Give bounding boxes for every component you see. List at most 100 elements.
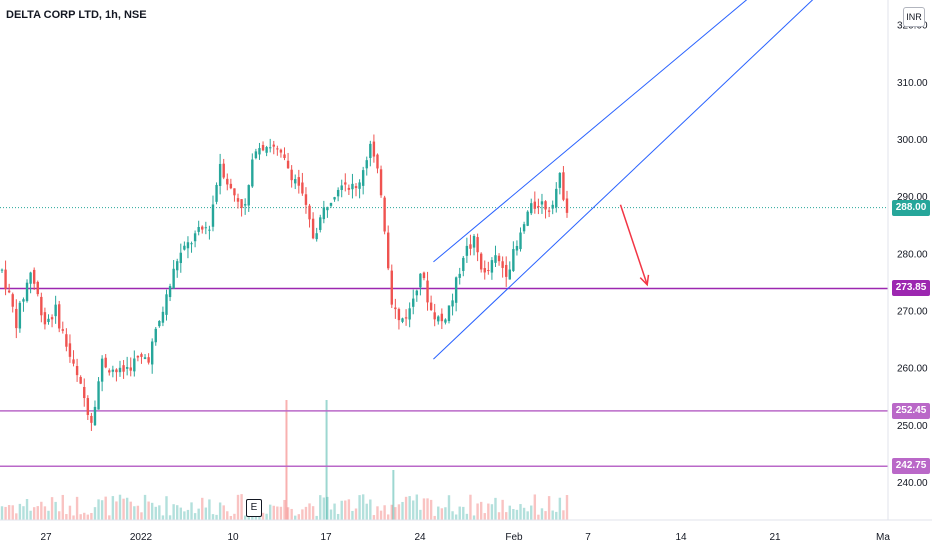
volume-bar bbox=[211, 514, 215, 520]
candle-body bbox=[333, 197, 336, 200]
candle-body bbox=[326, 206, 329, 211]
volume-bar bbox=[437, 506, 440, 520]
candle-body bbox=[347, 187, 351, 190]
volume-bar bbox=[276, 506, 279, 520]
candle-body bbox=[336, 189, 340, 197]
volume-bar bbox=[562, 510, 565, 520]
candle-body bbox=[465, 245, 469, 256]
volume-bar bbox=[301, 509, 304, 520]
candle-body bbox=[422, 272, 426, 279]
candle-body bbox=[97, 381, 100, 410]
volume-bar bbox=[412, 500, 415, 520]
chart-title: DELTA CORP LTD, 1h, NSE bbox=[6, 9, 147, 21]
candle-body bbox=[369, 143, 372, 158]
volume-bars bbox=[0, 400, 569, 520]
x-tick-label: 7 bbox=[585, 532, 591, 543]
volume-bar bbox=[565, 495, 569, 520]
volume-bar bbox=[50, 497, 54, 520]
candle-body bbox=[18, 302, 22, 329]
candle-body bbox=[565, 198, 569, 213]
level-price-tag: 252.45 bbox=[892, 402, 930, 419]
candle-body bbox=[32, 269, 36, 284]
candle-body bbox=[394, 307, 397, 310]
candle-body bbox=[547, 210, 551, 212]
candle-body bbox=[100, 358, 104, 382]
candle-body bbox=[479, 253, 483, 270]
candlesticks bbox=[0, 134, 569, 431]
volume-bar bbox=[97, 499, 100, 520]
volume-bar bbox=[133, 506, 136, 520]
volume-bar bbox=[154, 506, 157, 520]
candle-body bbox=[558, 172, 562, 188]
x-tick-label: 27 bbox=[40, 532, 52, 543]
volume-bar bbox=[0, 506, 4, 520]
candle-body bbox=[494, 255, 497, 263]
volume-bar bbox=[11, 505, 14, 520]
volume-bar bbox=[501, 499, 504, 520]
volume-bar bbox=[465, 513, 469, 520]
volume-bar bbox=[222, 505, 225, 520]
candle-body bbox=[437, 316, 440, 322]
volume-bar bbox=[497, 512, 501, 520]
volume-bar bbox=[319, 495, 322, 520]
candle-body bbox=[462, 257, 465, 271]
candle-body bbox=[315, 233, 318, 240]
y-tick-label: 260.00 bbox=[897, 364, 928, 375]
volume-bar bbox=[422, 498, 426, 520]
volume-bar bbox=[522, 507, 526, 520]
candle-body bbox=[419, 273, 422, 288]
volume-bar bbox=[158, 505, 161, 520]
candle-body bbox=[125, 367, 129, 369]
volume-bar bbox=[72, 515, 75, 520]
candle-body bbox=[43, 312, 47, 325]
volume-bar bbox=[404, 496, 408, 520]
volume-bar bbox=[487, 503, 490, 520]
volume-bar bbox=[379, 510, 383, 520]
volume-bar bbox=[136, 505, 140, 520]
candle-body bbox=[25, 282, 29, 302]
volume-bar bbox=[383, 505, 386, 520]
volume-bar bbox=[4, 506, 7, 520]
level-price-tag: 273.85 bbox=[892, 280, 930, 297]
volume-bar bbox=[65, 514, 68, 520]
candle-body bbox=[555, 188, 558, 208]
volume-bar bbox=[233, 513, 236, 520]
candle-body bbox=[108, 370, 111, 373]
candle-body bbox=[537, 205, 540, 208]
x-tick-label: Ma bbox=[876, 532, 890, 543]
volume-bar bbox=[444, 507, 447, 520]
volume-bar bbox=[326, 496, 329, 520]
volume-bar bbox=[54, 501, 57, 520]
volume-bar bbox=[36, 506, 39, 520]
candle-body bbox=[551, 204, 554, 209]
candle-body bbox=[47, 318, 50, 323]
candle-body bbox=[304, 194, 308, 205]
volume-bar bbox=[68, 505, 72, 520]
volume-bar bbox=[294, 515, 297, 520]
volume-bar bbox=[108, 515, 111, 520]
volume-bar bbox=[551, 510, 554, 520]
candle-body bbox=[404, 317, 408, 319]
volume-bar bbox=[236, 494, 240, 520]
earnings-event-badge[interactable]: E bbox=[246, 499, 262, 517]
trend-channel bbox=[433, 0, 814, 360]
y-tick-label: 300.00 bbox=[897, 135, 928, 146]
candle-body bbox=[383, 197, 386, 232]
volume-bar bbox=[322, 497, 326, 520]
currency-button[interactable]: INR bbox=[903, 7, 925, 27]
candle-body bbox=[176, 261, 179, 271]
volume-bar bbox=[376, 506, 379, 520]
candle-body bbox=[233, 188, 236, 196]
volume-bar bbox=[32, 507, 36, 520]
volume-bar bbox=[408, 496, 411, 520]
candle-body bbox=[308, 205, 311, 220]
candle-body bbox=[454, 277, 458, 303]
candle-body bbox=[197, 226, 200, 232]
volume-bar bbox=[369, 499, 372, 520]
candle-body bbox=[226, 178, 229, 185]
volume-spike bbox=[392, 470, 395, 520]
volume-bar bbox=[129, 501, 132, 520]
volume-bar bbox=[526, 511, 529, 520]
x-tick-label: 21 bbox=[769, 532, 781, 543]
